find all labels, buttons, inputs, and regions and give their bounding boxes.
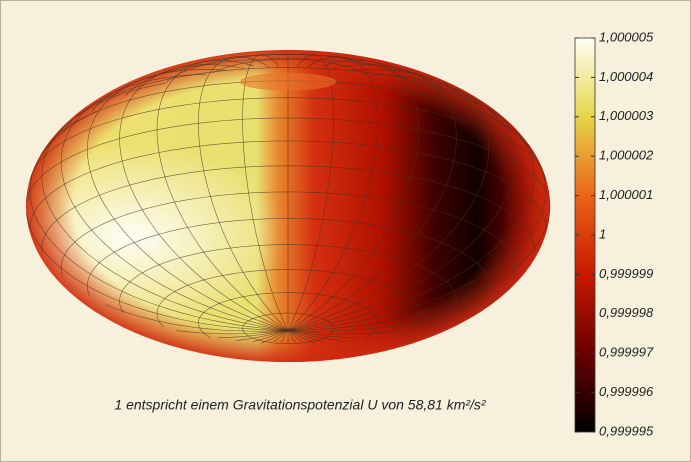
tick-label: 1 — [599, 226, 606, 241]
tick-label: 0,999995 — [599, 423, 654, 438]
tick-label: 1,000003 — [599, 108, 654, 123]
tick-label: 0,999998 — [599, 305, 654, 320]
tick-label: 1,000005 — [599, 29, 654, 44]
tick-label: 0,999999 — [599, 266, 653, 281]
caption: 1 entspricht einem Gravitationspotenzial… — [114, 397, 487, 413]
tick-label: 1,000001 — [599, 187, 653, 202]
tick-label: 1,000002 — [599, 148, 654, 163]
ellipsoid — [26, 50, 550, 362]
tick-label: 1,000004 — [599, 69, 653, 84]
figure: 1 entspricht einem Gravitationspotenzial… — [0, 0, 691, 462]
tick-label: 0,999997 — [599, 345, 654, 360]
tick-label: 0,999996 — [599, 384, 654, 399]
pole-cap — [240, 73, 336, 91]
